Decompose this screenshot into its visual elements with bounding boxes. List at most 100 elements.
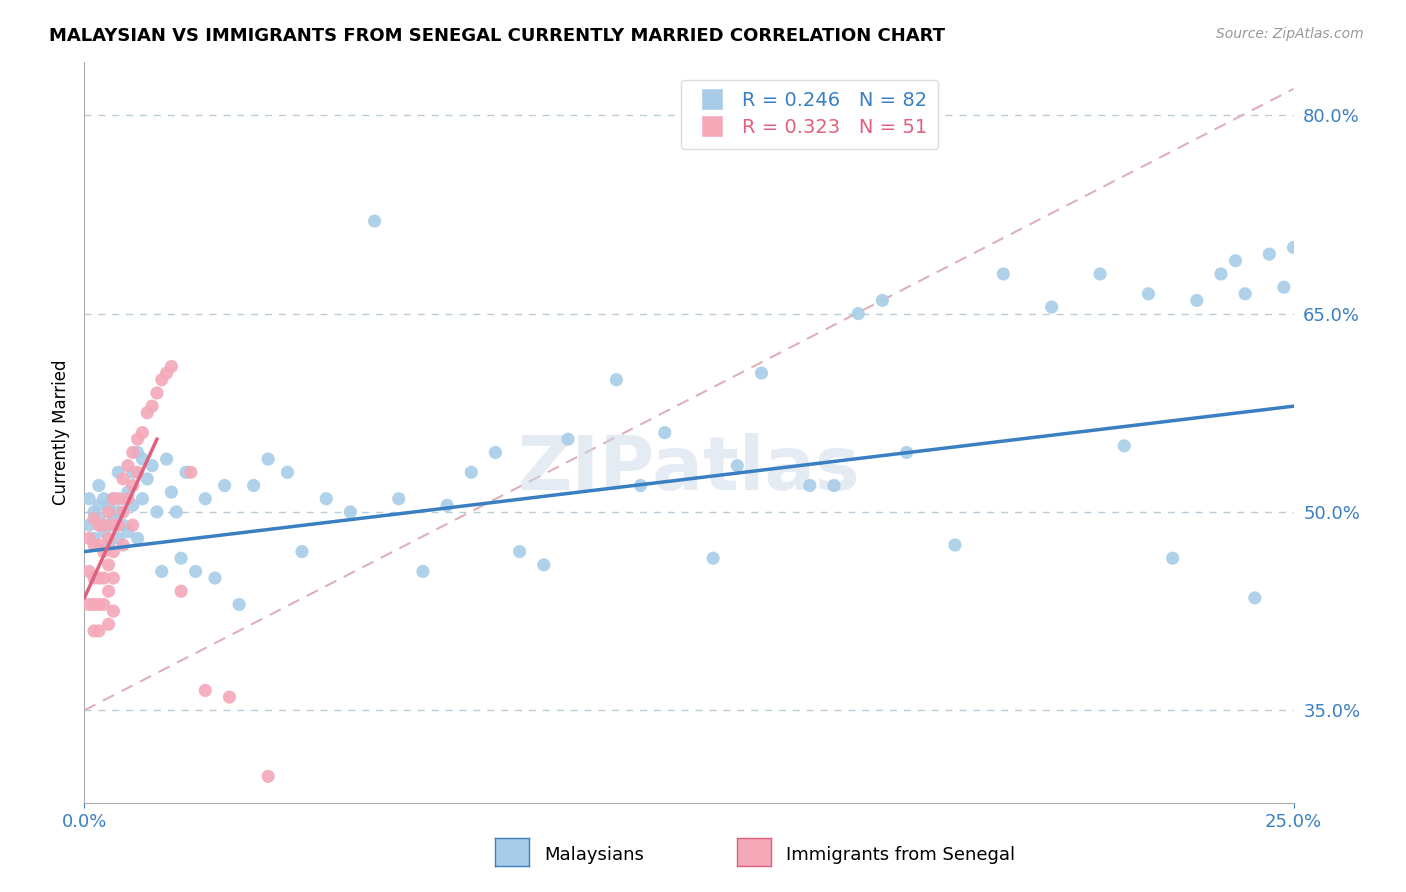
Point — [363, 214, 385, 228]
Point — [87, 511, 110, 525]
Point — [121, 499, 143, 513]
Point — [141, 458, 163, 473]
Point — [107, 491, 129, 506]
Point — [146, 505, 169, 519]
Point — [605, 373, 627, 387]
Point — [276, 465, 298, 479]
Point — [846, 307, 869, 321]
Point — [136, 472, 159, 486]
Point — [97, 538, 120, 552]
Point — [107, 518, 129, 533]
Point — [87, 598, 110, 612]
Point — [112, 518, 135, 533]
Point — [136, 406, 159, 420]
Point — [155, 452, 177, 467]
Point — [533, 558, 555, 572]
Point — [77, 598, 100, 612]
Point — [155, 366, 177, 380]
Point — [184, 565, 207, 579]
Point — [77, 518, 100, 533]
Point — [103, 571, 125, 585]
Point — [1272, 280, 1295, 294]
Point — [160, 485, 183, 500]
Point — [654, 425, 676, 440]
Point — [214, 478, 236, 492]
Point — [87, 478, 110, 492]
Point — [121, 445, 143, 459]
Point — [93, 518, 115, 533]
Point — [165, 505, 187, 519]
Point — [87, 624, 110, 638]
Y-axis label: Currently Married: Currently Married — [52, 359, 70, 506]
Point — [127, 532, 149, 546]
Point — [872, 293, 894, 308]
Point — [83, 571, 105, 585]
Point — [87, 538, 110, 552]
Point — [103, 544, 125, 558]
Point — [484, 445, 506, 459]
Point — [83, 511, 105, 525]
Point — [127, 445, 149, 459]
Point — [121, 478, 143, 492]
Point — [131, 491, 153, 506]
Point — [725, 458, 748, 473]
Point — [751, 366, 773, 380]
Point — [194, 683, 217, 698]
Point — [1161, 551, 1184, 566]
Point — [103, 491, 125, 506]
Point — [83, 598, 105, 612]
Point — [93, 571, 115, 585]
Point — [87, 518, 110, 533]
Point — [702, 551, 724, 566]
Point — [83, 505, 105, 519]
Point — [1282, 240, 1305, 255]
Point — [93, 544, 115, 558]
Point — [112, 538, 135, 552]
Point — [1225, 253, 1247, 268]
Point — [993, 267, 1015, 281]
Text: Malaysians: Malaysians — [544, 846, 644, 863]
Point — [630, 478, 652, 492]
Point — [107, 532, 129, 546]
Point — [150, 373, 173, 387]
Point — [97, 617, 120, 632]
Point — [93, 524, 115, 539]
Point — [103, 518, 125, 533]
Point — [87, 499, 110, 513]
Point — [1243, 591, 1265, 605]
Point — [103, 491, 125, 506]
Point — [218, 690, 240, 704]
Point — [257, 452, 280, 467]
Point — [150, 565, 173, 579]
Point — [291, 544, 314, 558]
Point — [112, 505, 135, 519]
Text: Immigrants from Senegal: Immigrants from Senegal — [786, 846, 1015, 863]
Point — [83, 532, 105, 546]
Point — [121, 465, 143, 479]
Point — [170, 551, 193, 566]
Point — [107, 505, 129, 519]
Point — [97, 499, 120, 513]
Point — [97, 584, 120, 599]
Point — [180, 465, 202, 479]
Legend: R = 0.246   N = 82, R = 0.323   N = 51: R = 0.246 N = 82, R = 0.323 N = 51 — [682, 79, 938, 149]
Point — [83, 538, 105, 552]
Point — [436, 499, 458, 513]
Point — [460, 465, 482, 479]
Point — [103, 511, 125, 525]
Point — [97, 505, 120, 519]
Point — [97, 558, 120, 572]
Point — [228, 598, 250, 612]
Point — [77, 491, 100, 506]
Point — [160, 359, 183, 374]
Point — [93, 491, 115, 506]
Point — [107, 465, 129, 479]
Point — [1209, 267, 1232, 281]
Point — [799, 478, 821, 492]
Point — [823, 478, 845, 492]
Point — [103, 604, 125, 618]
Point — [204, 571, 226, 585]
Point — [943, 538, 966, 552]
Point — [117, 485, 139, 500]
Point — [112, 472, 135, 486]
